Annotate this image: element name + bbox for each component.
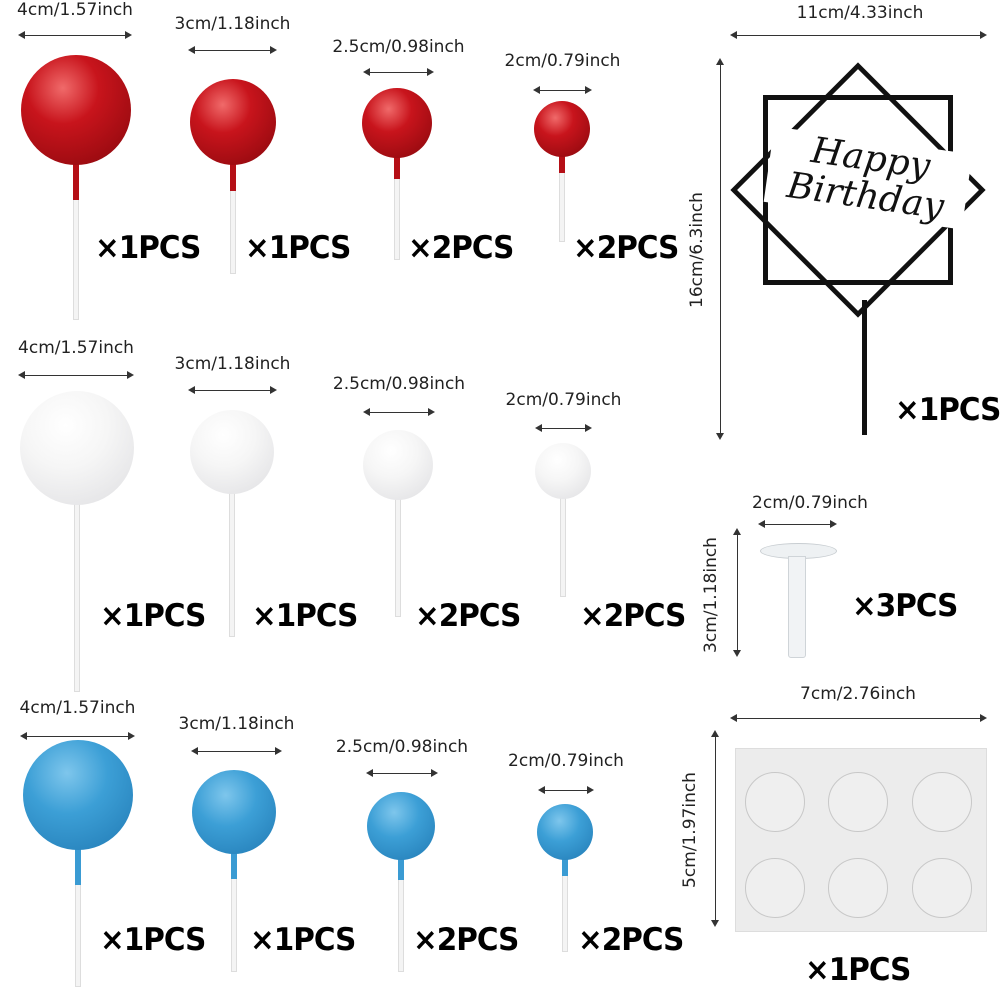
width-arrow — [363, 408, 435, 416]
width-arrow — [188, 46, 277, 54]
white-ball — [190, 410, 274, 494]
glue-width-arrow — [730, 714, 987, 722]
quantity-label: ×1PCS — [245, 230, 351, 266]
stick-sleeve — [562, 856, 568, 876]
topper-width-label: 11cm/4.33inch — [796, 3, 924, 23]
size-label: 2.5cm/0.98inch — [332, 374, 466, 394]
size-label: 3cm/1.18inch — [178, 714, 295, 734]
size-label: 4cm/1.57inch — [19, 698, 136, 718]
stick-sleeve — [394, 154, 400, 179]
size-label: 4cm/1.57inch — [17, 0, 133, 20]
quantity-label: ×2PCS — [578, 922, 684, 958]
glue-dot — [745, 858, 805, 918]
width-arrow — [188, 386, 277, 394]
glue-height-label: 5cm/1.97inch — [680, 772, 700, 888]
glue-dot — [912, 858, 972, 918]
width-arrow — [535, 424, 592, 432]
quantity-label: ×1PCS — [100, 922, 206, 958]
width-arrow — [363, 68, 434, 76]
size-label: 2cm/0.79inch — [505, 390, 622, 410]
stand-stem — [788, 556, 806, 658]
size-label: 2cm/0.79inch — [508, 751, 624, 771]
red-ball — [190, 79, 276, 165]
quantity-label: ×1PCS — [252, 598, 358, 634]
width-arrow — [538, 786, 594, 794]
stand-height-arrow — [733, 528, 741, 657]
quantity-label: ×2PCS — [573, 230, 679, 266]
width-arrow — [18, 31, 132, 39]
white-ball — [363, 430, 433, 500]
size-label: 3cm/1.18inch — [174, 354, 291, 374]
quantity-label: ×1PCS — [250, 922, 356, 958]
white-ball — [20, 391, 134, 505]
glue-dot — [828, 772, 888, 832]
size-label: 2.5cm/0.98inch — [335, 737, 469, 757]
quantity-label: ×2PCS — [580, 598, 686, 634]
blue-ball — [367, 792, 435, 860]
stick-sleeve — [559, 153, 565, 173]
stick-sleeve — [73, 161, 79, 200]
stick-sleeve — [231, 850, 237, 879]
topper-quantity: ×1PCS — [895, 392, 1000, 428]
size-label: 4cm/1.57inch — [18, 338, 134, 358]
width-arrow — [18, 371, 134, 379]
glue-height-arrow — [711, 730, 719, 927]
topper-width-arrow — [730, 31, 987, 39]
topper-height-label: 16cm/6.3inch — [687, 192, 707, 308]
glue-width-label: 7cm/2.76inch — [800, 684, 916, 704]
red-ball — [21, 55, 131, 165]
white-ball — [535, 443, 591, 499]
stick-sleeve — [230, 161, 236, 191]
stand-width-arrow — [758, 520, 837, 528]
width-arrow — [366, 769, 438, 777]
width-arrow — [191, 747, 282, 755]
size-label: 3cm/1.18inch — [174, 14, 291, 34]
quantity-label: ×1PCS — [95, 230, 201, 266]
glue-dot — [745, 772, 805, 832]
blue-ball — [537, 804, 593, 860]
quantity-label: ×1PCS — [100, 598, 206, 634]
size-label: 2.5cm/0.98inch — [332, 37, 465, 57]
blue-ball — [23, 740, 133, 850]
size-label: 2cm/0.79inch — [504, 51, 621, 71]
red-ball — [362, 88, 432, 158]
topper-height-arrow — [716, 58, 724, 440]
stand-width-label: 2cm/0.79inch — [752, 493, 868, 513]
width-arrow — [533, 86, 592, 94]
topper-stick — [862, 300, 867, 435]
width-arrow — [20, 732, 135, 740]
quantity-label: ×2PCS — [408, 230, 514, 266]
stick-sleeve — [398, 856, 404, 880]
glue-quantity: ×1PCS — [805, 952, 911, 988]
glue-dot — [828, 858, 888, 918]
glue-dot — [912, 772, 972, 832]
stand-quantity: ×3PCS — [852, 588, 958, 624]
stand-height-label: 3cm/1.18inch — [701, 537, 721, 653]
red-ball — [534, 101, 590, 157]
quantity-label: ×2PCS — [413, 922, 519, 958]
stick-sleeve — [75, 846, 81, 885]
quantity-label: ×2PCS — [415, 598, 521, 634]
blue-ball — [192, 770, 276, 854]
